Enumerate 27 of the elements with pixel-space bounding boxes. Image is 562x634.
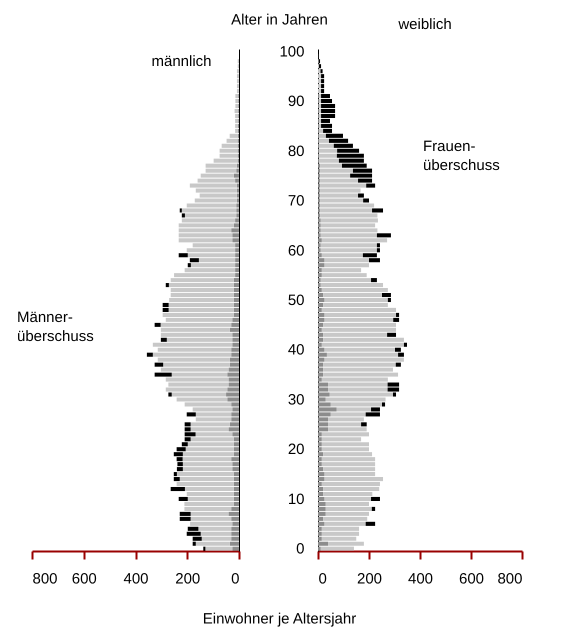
x-tick-label: 400	[123, 570, 149, 588]
y-tick-label: 40	[288, 342, 304, 359]
annotation: Frauen- überschuss	[423, 138, 500, 174]
y-tick-label: 20	[288, 441, 304, 458]
y-tick-label: 10	[288, 490, 304, 508]
chart-title: männlich	[151, 53, 212, 70]
x-tick-label: 200	[356, 570, 382, 588]
x-tick-label: 400	[408, 570, 434, 588]
y-tick-label: 50	[288, 292, 304, 309]
y-tick-label: 0	[296, 540, 304, 558]
x-tick-label: 800	[32, 570, 58, 588]
x-tick-label: 600	[72, 570, 97, 588]
y-tick-label: 80	[288, 142, 304, 160]
x-axis-title: Einwohner je Altersjahr	[202, 610, 356, 628]
x-tick-label: 200	[175, 570, 200, 588]
chart-title: weiblich	[397, 16, 452, 33]
x-tick-label: 600	[458, 570, 484, 588]
x-tick-label: 0	[318, 570, 327, 588]
y-tick-label: 70	[288, 192, 304, 210]
y-tick-label: 30	[288, 391, 304, 408]
y-axis-title: Alter in Jahren	[231, 12, 328, 28]
x-tick-label: 800	[497, 570, 522, 588]
y-tick-label: 60	[288, 242, 304, 260]
y-tick-label: 100	[279, 43, 304, 60]
x-tick-label: 0	[231, 570, 240, 588]
y-tick-label: 90	[288, 93, 304, 110]
annotation: Männer- überschuss	[17, 309, 94, 345]
